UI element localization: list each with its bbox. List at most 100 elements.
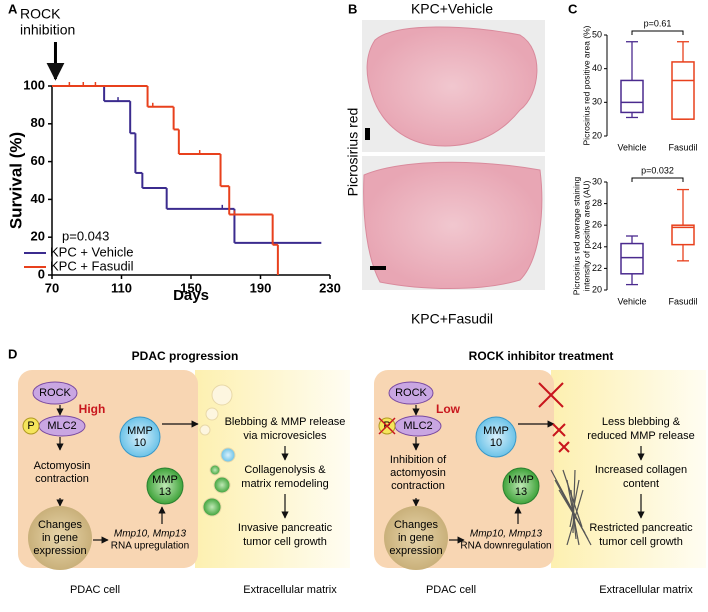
mmp10-node	[475, 416, 517, 458]
node-label: MMP	[508, 474, 534, 486]
nucleus-label: in gene	[42, 532, 78, 544]
box	[620, 242, 644, 275]
p-value: p=0.043	[62, 228, 109, 243]
image-label: KPC+Vehicle	[411, 1, 493, 17]
ecm-label: Invasive pancreatic	[238, 522, 333, 534]
y-tick-label: 50	[592, 29, 602, 39]
region-label: PDAC cell	[426, 584, 476, 596]
ecm-label: Blebbing & MMP release	[225, 416, 346, 428]
y-tick-label: 28	[592, 198, 602, 208]
vesicle	[205, 407, 219, 421]
ecm-label: content	[623, 478, 659, 490]
y-tick-label: 80	[31, 115, 45, 130]
tissue	[363, 161, 543, 289]
p-value: p=0.032	[641, 165, 674, 175]
x-tick-label: Vehicle	[617, 296, 646, 306]
nucleus	[384, 506, 448, 570]
x-tick-label: 110	[111, 280, 132, 295]
ecm-label: via microvesicles	[243, 430, 327, 442]
region-label: Extracellular matrix	[599, 584, 693, 596]
node-label: MMP	[152, 474, 178, 486]
y-tick-label: 20	[592, 284, 602, 294]
ecm-label: tumor cell growth	[599, 536, 683, 548]
region-label: PDAC cell	[70, 584, 120, 596]
y-axis-title: Picrosirius red positive area (%)	[581, 25, 591, 145]
significance-bracket	[631, 30, 684, 35]
collagen-fiber	[566, 489, 584, 546]
panel-label: D	[8, 346, 17, 361]
node-label: MLC2	[47, 420, 76, 432]
process-label: Actomyosin	[34, 460, 91, 472]
rna-label: Mmp10, Mmp13	[470, 529, 543, 540]
annotation: inhibition	[20, 22, 75, 38]
rock-node	[32, 381, 78, 405]
nucleus-label: Changes	[38, 519, 83, 531]
box	[620, 79, 644, 114]
rna-label: Mmp10, Mmp13	[114, 529, 187, 540]
process-label: Inhibition of	[390, 454, 447, 466]
x-tick-label: Fasudil	[668, 142, 697, 152]
y-tick-label: 0	[38, 266, 45, 281]
y-tick-label: 100	[23, 77, 45, 92]
node-label: 13	[159, 486, 171, 498]
nucleus-label: expression	[33, 545, 86, 557]
nucleus	[28, 506, 92, 570]
process-label: contraction	[35, 473, 89, 485]
x-tick-label: 230	[319, 280, 341, 295]
level-label: Low	[436, 402, 461, 416]
diagram-title: PDAC progression	[132, 349, 239, 363]
x-tick-label: Vehicle	[617, 142, 646, 152]
rna-label: RNA upregulation	[111, 541, 189, 552]
node-label: MLC2	[403, 420, 432, 432]
ecm-label: Increased collagen	[595, 464, 687, 476]
y-axis-title: Survival (%)	[6, 132, 25, 229]
node-label: 10	[134, 437, 146, 449]
image-label: KPC+Fasudil	[411, 311, 493, 327]
ecm-label: reduced MMP release	[587, 430, 694, 442]
ecm-label: matrix remodeling	[241, 478, 328, 490]
node-label: 13	[515, 486, 527, 498]
vesicle	[213, 476, 231, 494]
y-tick-label: 26	[592, 220, 602, 230]
cross	[552, 423, 566, 437]
y-axis-title: intensity of positive area (AU)	[581, 180, 591, 291]
node-label: ROCK	[39, 387, 71, 399]
level-label: High	[79, 402, 106, 416]
annotation: ROCK	[20, 6, 61, 22]
y-tick-label: 60	[31, 153, 45, 168]
nucleus-label: Changes	[394, 519, 439, 531]
y-tick-label: 40	[31, 191, 45, 206]
node-label: ROCK	[395, 387, 427, 399]
x-tick-label: 70	[45, 280, 59, 295]
x-tick-label: 150	[180, 280, 202, 295]
node-label: P	[27, 420, 34, 432]
cross	[378, 417, 396, 435]
mmp13-node	[146, 467, 184, 505]
mmp10-node	[119, 416, 161, 458]
tissue	[366, 26, 538, 147]
vesicle	[199, 424, 211, 436]
cross	[538, 382, 564, 408]
node-label: MMP	[127, 425, 153, 437]
rock-node	[388, 381, 434, 405]
mmp13-node	[502, 467, 540, 505]
nucleus-label: in gene	[398, 532, 434, 544]
y-tick-label: 22	[592, 263, 602, 273]
legend-label: KPC + Fasudil	[50, 258, 134, 273]
p-value: p=0.61	[644, 18, 672, 28]
cross	[558, 441, 570, 453]
x-tick-label: Fasudil	[668, 296, 697, 306]
significance-bracket	[631, 177, 684, 182]
panel-label: C	[568, 1, 578, 16]
box	[671, 61, 695, 120]
x-tick-label: 190	[250, 280, 272, 295]
nucleus-label: expression	[389, 545, 442, 557]
ecm-label: Collagenolysis &	[244, 464, 326, 476]
region-label: Extracellular matrix	[243, 584, 337, 596]
micrograph-panel	[362, 20, 545, 290]
vesicle	[211, 384, 233, 406]
y-tick-label: 20	[592, 130, 602, 140]
y-tick-label: 30	[592, 176, 602, 186]
ecm-label: Restricted pancreatic	[589, 522, 693, 534]
